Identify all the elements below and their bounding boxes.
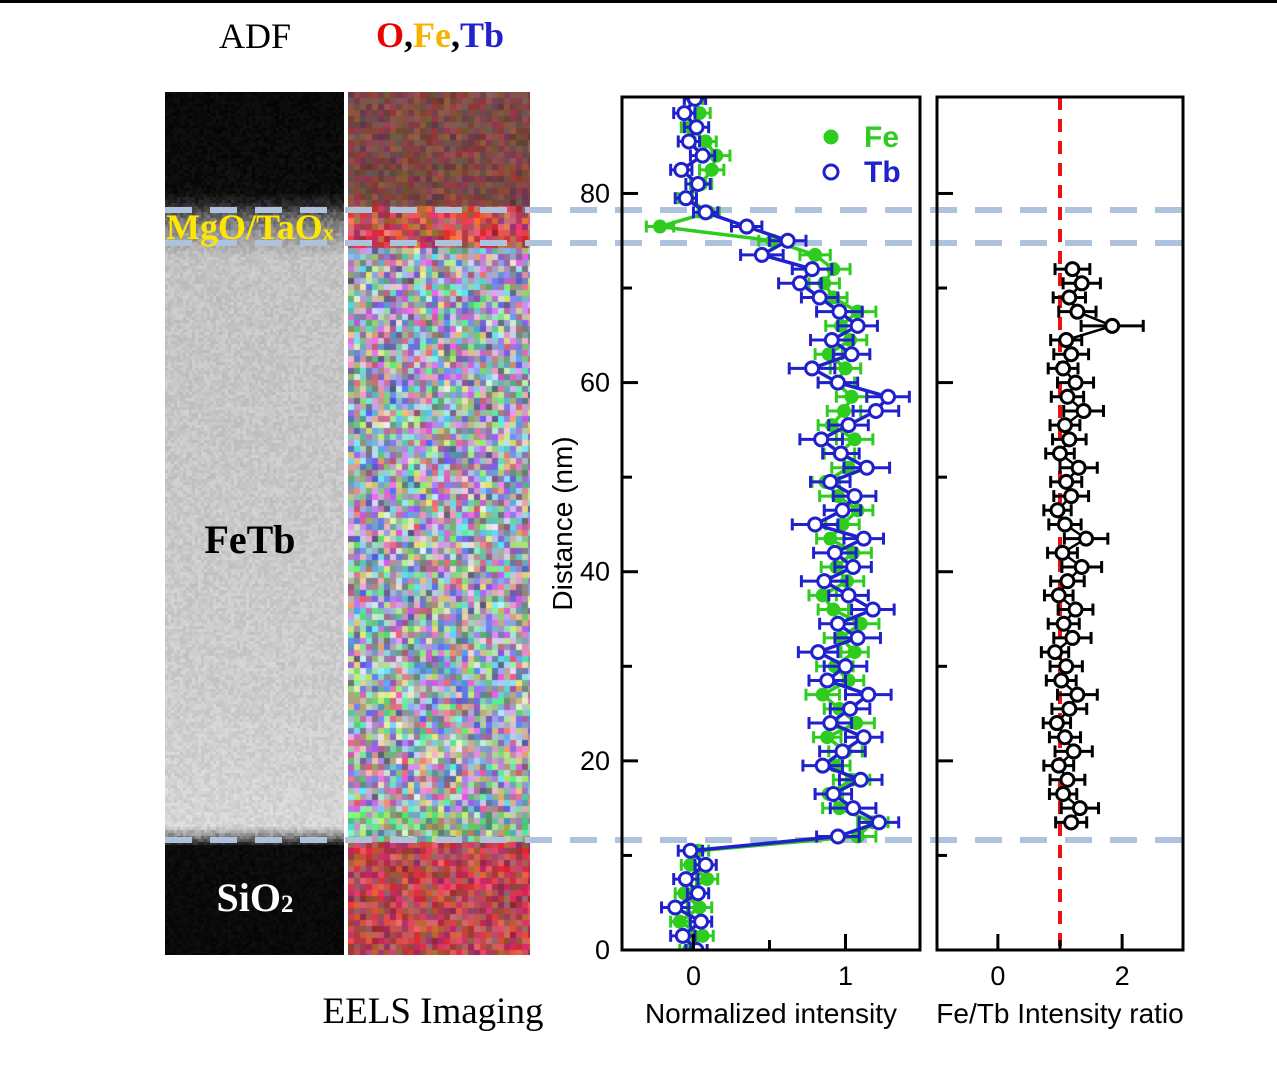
y-tick-label: 20 [580,746,610,776]
substrate-layer-label-text: SiO [216,874,282,920]
element-label: O [375,15,404,55]
element-label: Fe [413,15,451,55]
y-tick-label: 80 [580,178,610,208]
eels-caption: EELS Imaging [322,990,544,1032]
legend-label: Fe [864,121,899,154]
cap-layer-label-text: MgO/TaO [166,207,323,247]
axes-frame [620,95,922,952]
figure-top-border [0,0,1277,3]
legend-marker [822,163,840,181]
x-axis-label: Fe/Tb Intensity ratio [936,998,1183,1029]
tick-labels: 0 20 40 60 80 0 1 [580,178,853,991]
x-tick-label: 2 [1115,961,1130,991]
chart-c1: 0 20 40 60 80 0 1 Normalized intensity Distance … [547,95,922,1029]
y-tick-label: 0 [595,935,610,965]
element-label: , [450,15,460,55]
axis-ticks [623,191,847,952]
element-label: Tb [459,15,505,55]
series-fe [644,97,890,950]
plot-area [644,97,911,950]
substrate-layer-label-subscript: 2 [281,891,294,919]
axes-frame [935,95,1185,952]
adf-micrograph [165,92,344,955]
legend-label: Tb [864,156,901,189]
film-layer-label: FeTb [185,515,315,563]
markers [667,97,897,950]
substrate-layer-label: SiO 2 [190,872,320,922]
y-tick-label: 60 [580,368,610,398]
markers [1047,261,1121,831]
cap-layer-label-subscript: x [322,219,334,245]
interface-dashed-line [165,239,1200,246]
interface-dashed-line [165,837,1200,844]
axis-ticks [938,191,1124,952]
series-tb [660,97,911,950]
eels-elemental-map [348,92,530,955]
x-tick-label: 1 [838,961,853,991]
plot-area [1039,97,1145,950]
legend: FeTb [822,121,901,189]
error-bars [1039,263,1145,829]
x-tick-label: 0 [686,961,701,991]
series-fe-tb-ratio [1039,261,1145,831]
series-line [1053,268,1114,823]
y-axis-label: Distance (nm) [547,436,578,610]
chart-c2: 0 2Fe/Tb Intensity ratio [935,95,1185,1029]
element-label: , [404,15,413,55]
film-layer-label-text: FeTb [204,516,296,562]
cap-layer-label: MgO/TaO x [166,206,386,248]
x-tick-label: 0 [990,961,1005,991]
y-tick-label: 40 [580,557,610,587]
x-axis-label: Normalized intensity [645,998,897,1029]
legend-marker [823,129,839,145]
eels-elements-title: O, Fe, Tb [350,12,530,58]
markers [653,97,880,950]
interface-dashed-line [165,207,1200,214]
adf-panel-title: ADF [218,16,292,56]
error-bars [644,97,890,950]
